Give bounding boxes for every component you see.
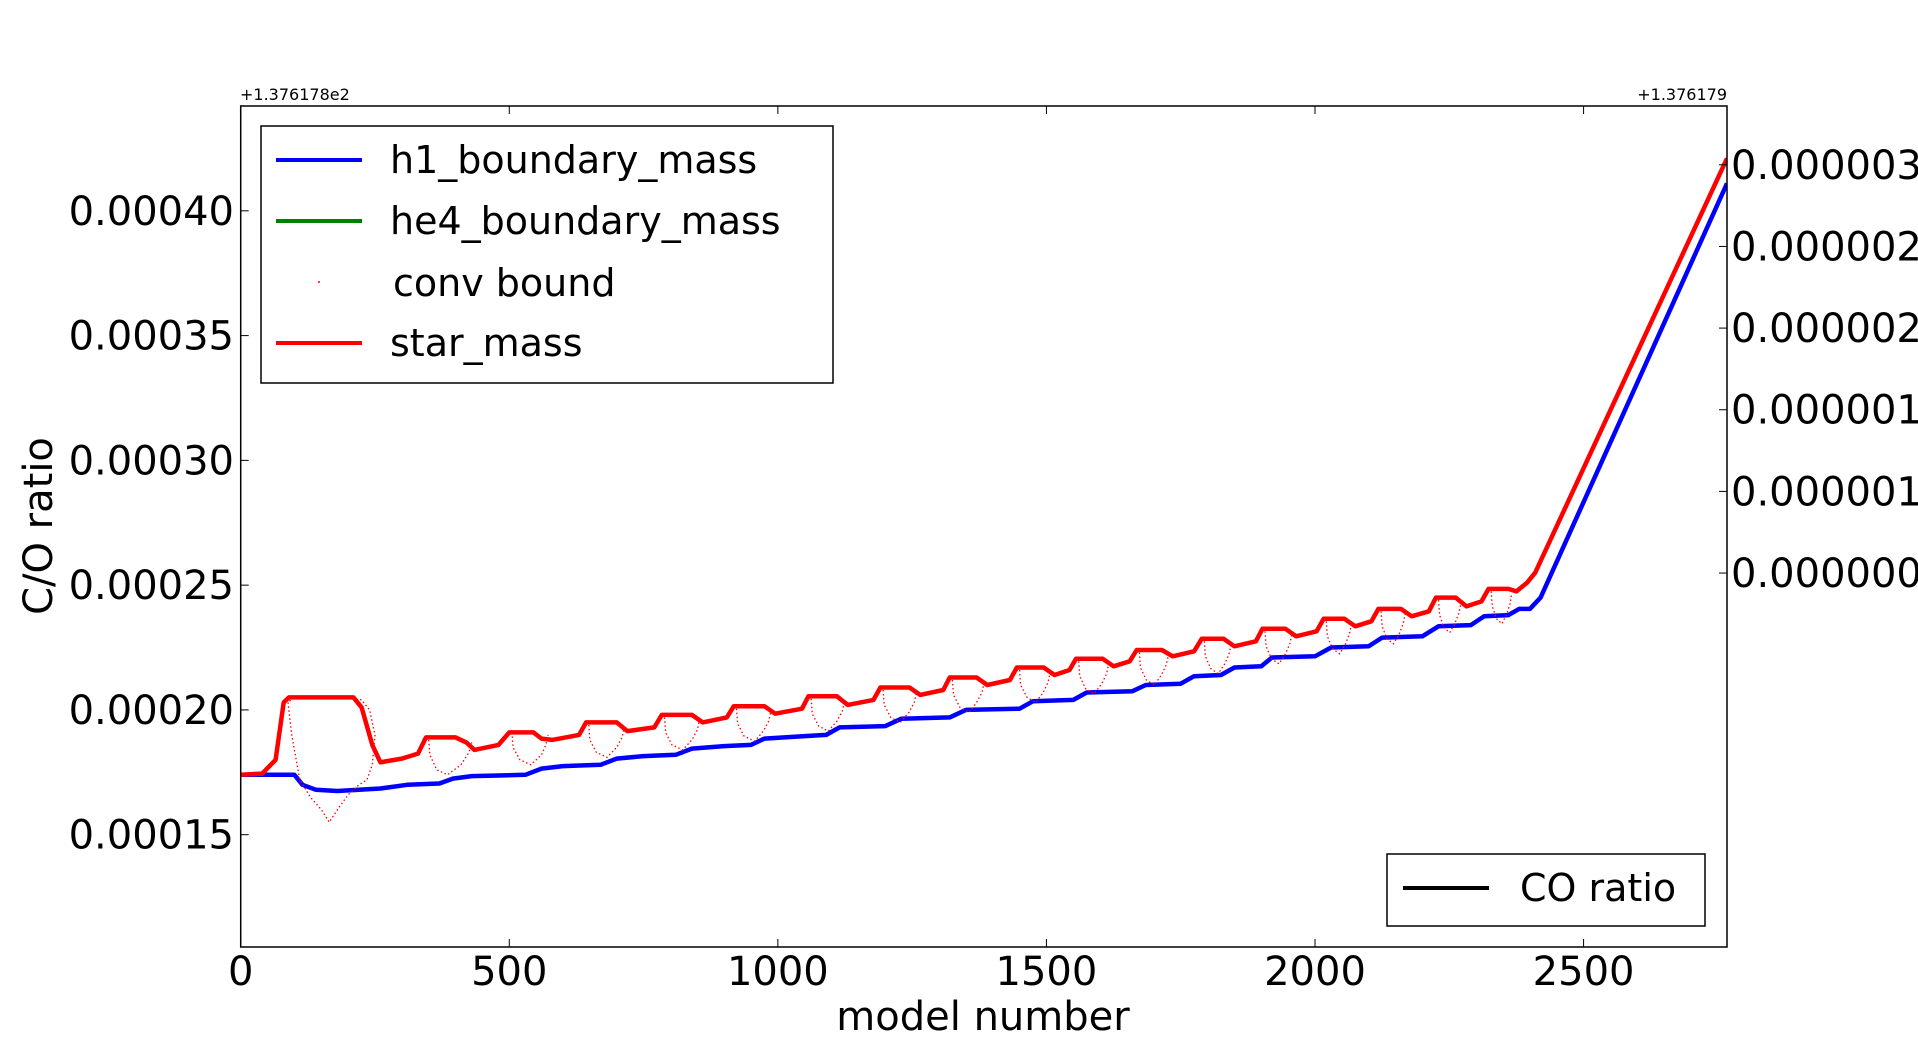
y-tick-label: 0.00015 (69, 813, 234, 859)
x-tick-label: 0 (228, 949, 253, 995)
conv-bound-dots (663, 717, 701, 751)
x-tick-label: 2000 (1264, 949, 1366, 995)
right-offset-text: +1.376179 (1637, 85, 1727, 104)
y-tick-label: 0.00040 (69, 189, 234, 235)
conv-bound-dots (1203, 641, 1232, 675)
x-tick-label: 1000 (727, 949, 829, 995)
conv-bound-dots (1078, 661, 1110, 695)
y-tick-label: 0.00020 (69, 688, 234, 734)
x-tick-label: 2500 (1533, 949, 1635, 995)
conv-bound-dots (882, 689, 918, 724)
legend: h1_boundary_mass he4_boundary_mass conv … (260, 125, 834, 384)
right-y-tick-label: 0.000002 (1731, 224, 1918, 270)
x-offset-text: +1.376178e2 (240, 85, 350, 104)
legend-label-h1: h1_boundary_mass (390, 138, 757, 182)
series-line-h1-boundary-mass (240, 182, 1728, 794)
right-y-tick-label: 0.000000 (1731, 551, 1918, 597)
y-tick-label: 0.00025 (69, 563, 234, 609)
y-axis-label: C/O ratio (16, 437, 62, 615)
right-y-tick-label: 0.000001 (1731, 469, 1918, 515)
conv-bound-dots (1490, 591, 1513, 625)
ticks: 0 500 1000 1500 2000 2500 0.00015 0.00020 0.0002… (69, 106, 1918, 995)
legend-swatch-conv (318, 281, 320, 283)
right-y-tick-label: 0.000002 (1731, 306, 1918, 352)
plot-series (240, 157, 1728, 824)
conv-bound-dots (1018, 669, 1051, 704)
y-tick-label: 0.00030 (69, 438, 234, 484)
conv-bound-dots (511, 732, 549, 766)
series-line-star-mass (240, 157, 1728, 778)
plot-frame (239, 105, 1728, 948)
conv-bound-dots (428, 739, 473, 776)
legend-label-co: CO ratio (1520, 866, 1676, 910)
legend-label-conv: conv bound (393, 261, 615, 305)
conv-bound-dots (588, 724, 625, 759)
conv-bound-dots (1325, 621, 1353, 655)
right-y-tick-label: 0.000003 (1731, 143, 1918, 189)
conv-bound-dots (1138, 652, 1170, 686)
x-tick-label: 1500 (996, 949, 1098, 995)
conv-bound-dots (1380, 611, 1406, 645)
y-tick-label: 0.00035 (69, 314, 234, 360)
x-tick-label: 500 (471, 949, 547, 995)
legend-label-he4: he4_boundary_mass (390, 199, 781, 243)
right-y-tick-label: 0.000001 (1731, 388, 1918, 434)
conv-bound-dots (735, 708, 772, 742)
x-axis-label: model number (836, 994, 1130, 1040)
legend-label-star: star_mass (390, 321, 583, 365)
conv-bound-dots (1264, 631, 1293, 665)
legend-co-ratio: CO ratio (1386, 853, 1706, 927)
conv-bound-dots (810, 698, 846, 732)
